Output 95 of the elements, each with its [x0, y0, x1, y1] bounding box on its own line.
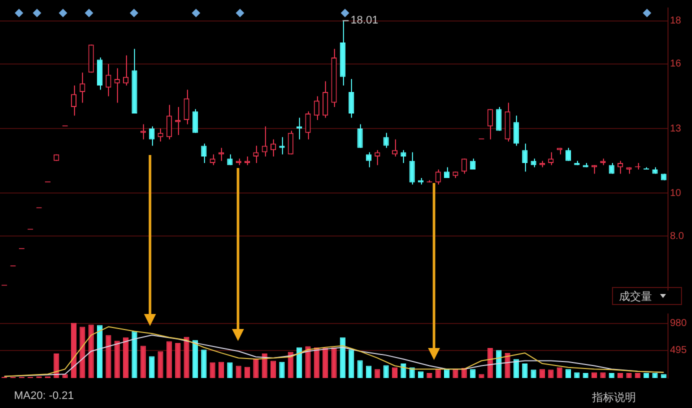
candlestick [80, 72, 86, 104]
candlestick [392, 138, 398, 158]
bar [244, 366, 250, 378]
candlestick [513, 115, 519, 146]
bar [383, 365, 389, 378]
bar [357, 360, 363, 378]
bar [201, 350, 207, 378]
bar [166, 341, 172, 378]
bar [279, 362, 285, 378]
bar [487, 348, 493, 378]
bar [392, 367, 398, 378]
candlestick [158, 128, 164, 142]
candlestick [548, 152, 554, 166]
y-tick-label: 13 [670, 123, 682, 134]
bar [175, 342, 181, 378]
candlestick [106, 63, 112, 97]
text: 指标说明 [592, 391, 636, 405]
bar [192, 340, 198, 378]
bar [296, 347, 302, 378]
candlestick [487, 108, 493, 140]
bar [331, 347, 337, 378]
y-tick-label: 10 [670, 188, 682, 199]
bar [504, 352, 510, 378]
bar [288, 352, 294, 378]
candlestick [314, 96, 320, 120]
bar [114, 340, 120, 378]
candlestick [270, 138, 276, 158]
bar [80, 326, 86, 378]
bar [400, 364, 406, 378]
bar [461, 368, 467, 378]
candlestick [348, 78, 354, 118]
bar [218, 362, 224, 378]
candlestick [192, 108, 198, 134]
candlestick [123, 54, 129, 86]
bar [210, 362, 216, 378]
bar [305, 346, 311, 378]
bar [227, 362, 233, 378]
candlestick [96, 57, 103, 90]
candlestick [383, 132, 389, 148]
y-tick-label: 16 [670, 58, 682, 70]
y-tick-label: 495 [670, 345, 688, 356]
text: 成交量 [619, 290, 652, 304]
candlestick [366, 152, 372, 168]
bar [253, 358, 259, 378]
candlestick [201, 143, 207, 164]
bar [158, 351, 164, 378]
candlestick [253, 145, 259, 164]
bar [123, 337, 129, 378]
candlestick [409, 152, 415, 186]
bar [132, 331, 138, 378]
candlestick [322, 80, 328, 118]
candlestick [461, 158, 467, 174]
candlestick [166, 104, 172, 140]
candlestick [618, 160, 624, 174]
bar [522, 364, 528, 378]
bar [96, 325, 103, 378]
bar [184, 336, 190, 378]
bar [236, 366, 242, 378]
bar [54, 354, 60, 378]
bar [149, 356, 155, 378]
bar [106, 335, 112, 378]
bar [270, 360, 276, 378]
bar [556, 367, 562, 378]
candlestick [305, 110, 311, 140]
y-tick-label: 18 [670, 16, 682, 27]
annotation: 18.01 [350, 14, 378, 27]
bar [314, 347, 320, 378]
candlestick [522, 143, 528, 172]
text: MA20: -0.21 [14, 390, 74, 402]
candlestick [70, 84, 77, 116]
candlestick [140, 124, 146, 140]
candlestick [218, 147, 224, 162]
candlestick [288, 130, 294, 155]
candlestick [114, 68, 120, 104]
candlestick [400, 150, 406, 164]
bar [140, 346, 146, 378]
candlestick [496, 106, 502, 132]
bar [340, 337, 346, 378]
candlestick [374, 150, 380, 166]
candlestick [357, 124, 363, 148]
y-tick-label: 8.0 [670, 230, 684, 242]
bar [262, 354, 268, 378]
bar [70, 322, 77, 378]
bar [88, 324, 94, 378]
bar [322, 348, 328, 378]
candlestick [210, 154, 216, 166]
candlestick [435, 168, 441, 186]
bar [513, 359, 519, 378]
candlestick [184, 89, 190, 125]
candlestick [149, 126, 155, 146]
candlestick [565, 147, 572, 162]
bar [496, 350, 502, 378]
bar [348, 350, 354, 378]
bar [366, 366, 372, 378]
y-tick-label: 980 [670, 318, 688, 330]
